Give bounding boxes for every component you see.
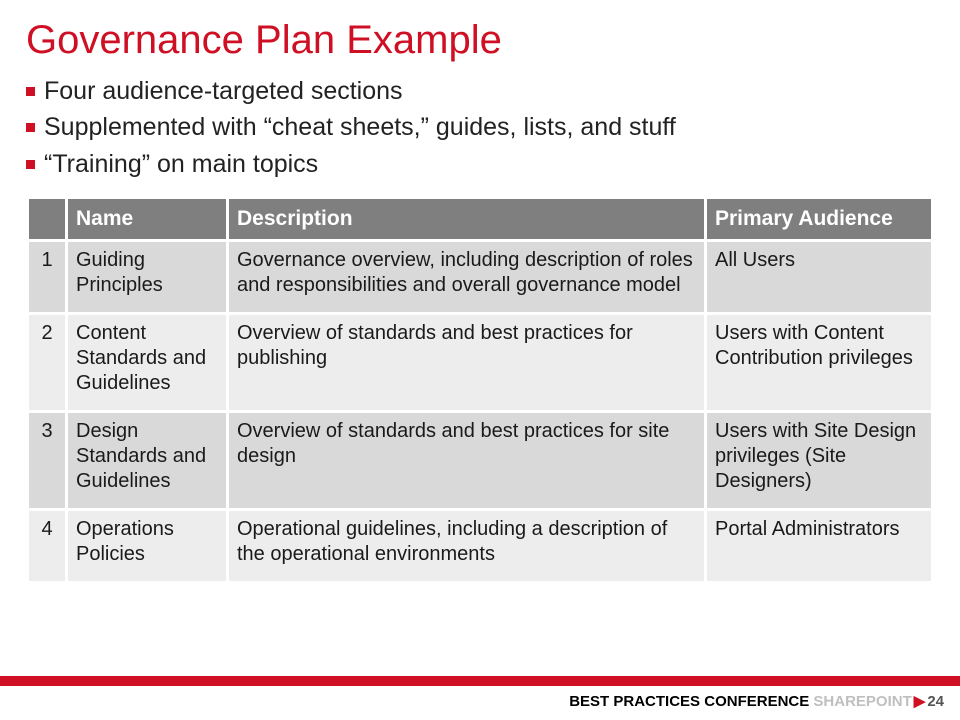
footer-sharepoint: SHAREPOINT xyxy=(813,693,911,710)
cell-desc: Governance overview, including descripti… xyxy=(229,242,704,312)
cell-aud: Users with Site Design privileges (Site … xyxy=(707,413,931,508)
table-row: 2 Content Standards and Guidelines Overv… xyxy=(29,315,931,410)
cell-desc: Operational guidelines, including a desc… xyxy=(229,511,704,581)
cell-desc: Overview of standards and best practices… xyxy=(229,315,704,410)
col-header-desc: Description xyxy=(229,199,704,239)
col-header-aud: Primary Audience xyxy=(707,199,931,239)
bullet-item: “Training” on main topics xyxy=(26,146,934,182)
table-row: 4 Operations Policies Operational guidel… xyxy=(29,511,931,581)
bullet-item: Supplemented with “cheat sheets,” guides… xyxy=(26,109,934,145)
cell-num: 3 xyxy=(29,413,65,508)
table-row: 3 Design Standards and Guidelines Overvi… xyxy=(29,413,931,508)
page-title: Governance Plan Example xyxy=(26,18,934,63)
footer-best-practices: BEST PRACTICES xyxy=(569,693,700,710)
bullet-item: Four audience-targeted sections xyxy=(26,73,934,109)
cell-name: Operations Policies xyxy=(68,511,226,581)
cell-name: Guiding Principles xyxy=(68,242,226,312)
cell-desc: Overview of standards and best practices… xyxy=(229,413,704,508)
bullet-list: Four audience-targeted sections Suppleme… xyxy=(26,73,934,182)
cell-num: 4 xyxy=(29,511,65,581)
cell-num: 1 xyxy=(29,242,65,312)
cell-name: Content Standards and Guidelines xyxy=(68,315,226,410)
cell-num: 2 xyxy=(29,315,65,410)
accent-bar xyxy=(0,676,960,686)
cell-name: Design Standards and Guidelines xyxy=(68,413,226,508)
footer-text: BEST PRACTICES CONFERENCE SHAREPOINT▶24 xyxy=(0,686,960,710)
cell-aud: Users with Content Contribution privileg… xyxy=(707,315,931,410)
governance-table: Name Description Primary Audience 1 Guid… xyxy=(26,196,934,584)
page-number: 24 xyxy=(927,693,944,710)
cell-aud: Portal Administrators xyxy=(707,511,931,581)
col-header-name: Name xyxy=(68,199,226,239)
table-header-row: Name Description Primary Audience xyxy=(29,199,931,239)
cell-aud: All Users xyxy=(707,242,931,312)
table-row: 1 Guiding Principles Governance overview… xyxy=(29,242,931,312)
arrow-icon: ▶ xyxy=(914,693,926,710)
slide: Governance Plan Example Four audience-ta… xyxy=(0,0,960,720)
footer-conference: CONFERENCE xyxy=(704,693,809,710)
footer: BEST PRACTICES CONFERENCE SHAREPOINT▶24 xyxy=(0,676,960,710)
col-header-num xyxy=(29,199,65,239)
